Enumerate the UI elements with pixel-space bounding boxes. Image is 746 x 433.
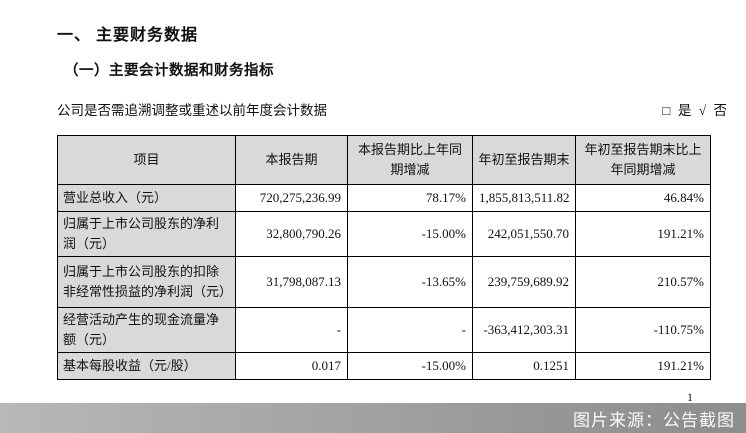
cell-value: -110.75% [575,307,711,353]
cell-value: -15.00% [347,211,473,257]
table-row: 经营活动产生的现金流量净额（元） - - -363,412,303.31 -11… [57,307,711,353]
cell-value: - [235,307,348,353]
cell-value: 242,051,550.70 [472,211,576,257]
row-label-operating-cash-flow: 经营活动产生的现金流量净额（元） [57,307,236,353]
cell-value: 191.21% [575,352,711,380]
image-source-text: 图片来源：公告截图 [573,410,735,430]
table-row: 归属于上市公司股东的净利润（元） 32,800,790.26 -15.00% 2… [57,211,711,257]
column-header-ytd: 年初至报告期末 [472,135,576,185]
section-title: 一、 主要财务数据 [57,27,199,44]
cell-value: -13.65% [347,256,473,308]
row-label-basic-eps: 基本每股收益（元/股） [57,352,236,380]
row-label-net-profit: 归属于上市公司股东的净利润（元） [57,211,236,257]
row-label-total-revenue: 营业总收入（元） [57,184,236,212]
subsection-title: （一）主要会计数据和财务指标 [64,63,274,79]
column-header-current-period: 本报告期 [235,135,348,185]
table-row: 基本每股收益（元/股） 0.017 -15.00% 0.1251 191.21% [57,352,711,380]
cell-value: 0.017 [235,352,348,380]
column-header-item: 项目 [57,135,236,185]
table-header-row: 项目 本报告期 本报告期比上年同期增减 年初至报告期末 年初至报告期末比上年同期… [57,135,711,185]
cell-value: -363,412,303.31 [472,307,576,353]
page-number: 1 [687,390,693,404]
cell-value: -15.00% [347,352,473,380]
cell-value: 46.84% [575,184,711,212]
cell-value: 78.17% [347,184,473,212]
image-source-bar: 图片来源：公告截图 [0,403,746,433]
cell-value: 191.21% [575,211,711,257]
cell-value: - [347,307,473,353]
cell-value: 0.1251 [472,352,576,380]
cell-value: 1,855,813,511.82 [472,184,576,212]
cell-value: 32,800,790.26 [235,211,348,257]
cell-value: 239,759,689.92 [472,256,576,308]
restatement-question-text: 公司是否需追溯调整或重述以前年度会计数据 [57,103,327,118]
financial-data-table: 项目 本报告期 本报告期比上年同期增减 年初至报告期末 年初至报告期末比上年同期… [57,135,711,380]
cell-value: 720,275,236.99 [235,184,348,212]
table-row: 归属于上市公司股东的扣除非经常性损益的净利润（元） 31,798,087.13 … [57,256,711,308]
row-label-net-profit-excl-nonrecurring: 归属于上市公司股东的扣除非经常性损益的净利润（元） [57,256,236,308]
cell-value: 210.57% [575,256,711,308]
restatement-question-row: 公司是否需追溯调整或重述以前年度会计数据 □ 是 √ 否 [57,99,729,119]
column-header-current-period-yoy: 本报告期比上年同期增减 [347,135,473,185]
cell-value: 31,798,087.13 [235,256,348,308]
table-row: 营业总收入（元） 720,275,236.99 78.17% 1,855,813… [57,184,711,212]
restatement-question-options: □ 是 √ 否 [662,103,729,118]
column-header-ytd-yoy: 年初至报告期末比上年同期增减 [575,135,711,185]
